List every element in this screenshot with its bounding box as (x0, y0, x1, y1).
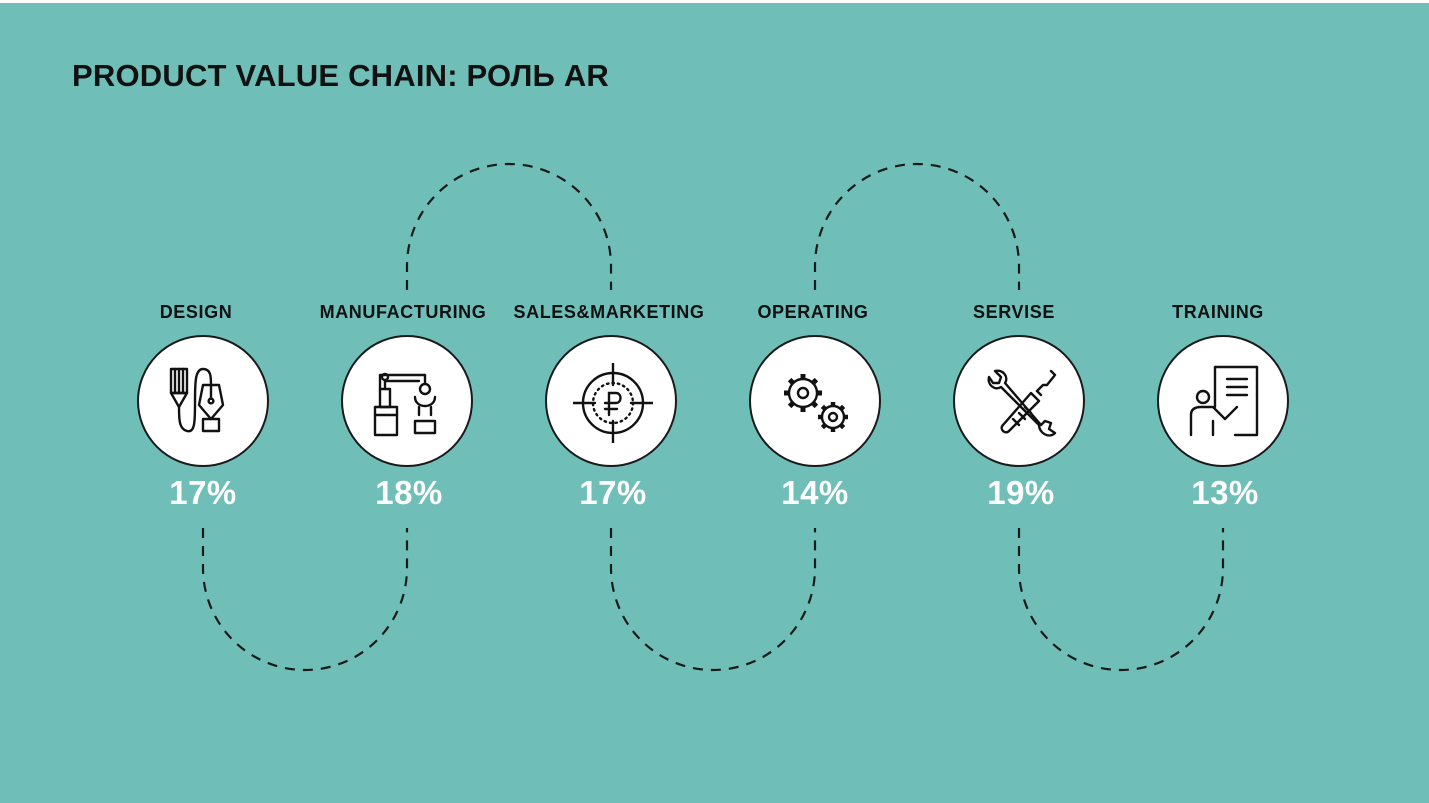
stage-share-training: 13% (1191, 474, 1259, 511)
stage-label-operating: OPERATING (757, 302, 869, 322)
gears-icon (784, 374, 848, 432)
design-tools-icon (169, 367, 225, 433)
robotic-arm-icon (373, 372, 437, 437)
connector-arc-bottom-3 (1017, 528, 1225, 672)
stage-share-sales-marketing: 17% (579, 474, 647, 511)
ruble-target-icon (573, 363, 653, 443)
stage-share-design: 17% (169, 474, 237, 511)
stage-share-manufacturing: 18% (375, 474, 443, 511)
connector-arc-top-1 (405, 162, 613, 290)
stage-label-training: TRAINING (1172, 302, 1264, 322)
stage-circle-operating (749, 335, 881, 467)
stage-circle-servise (953, 335, 1085, 467)
stage-circle-training (1157, 335, 1289, 467)
stage-label-design: DESIGN (159, 302, 233, 322)
stage-label-manufacturing: MANUFACTURING (319, 302, 487, 322)
page-title: PRODUCT VALUE CHAIN: РОЛЬ AR (72, 58, 609, 93)
stage-label-sales-marketing: SALES&MARKETING (513, 302, 705, 322)
top-edge (0, 0, 1429, 3)
connector-arc-bottom-1 (201, 528, 409, 672)
stage-share-operating: 14% (781, 474, 849, 511)
stage-circle-design (137, 335, 269, 467)
stage-label-servise: SERVISE (973, 302, 1055, 322)
connector-arc-top-2 (813, 162, 1021, 290)
stage-circle-sales-marketing (545, 335, 677, 467)
stage-circle-manufacturing (341, 335, 473, 467)
connector-arc-bottom-2 (609, 528, 817, 672)
presenter-board-icon (1189, 365, 1259, 437)
stage-share-servise: 19% (987, 474, 1055, 511)
wrench-screwdriver-icon (987, 369, 1057, 437)
